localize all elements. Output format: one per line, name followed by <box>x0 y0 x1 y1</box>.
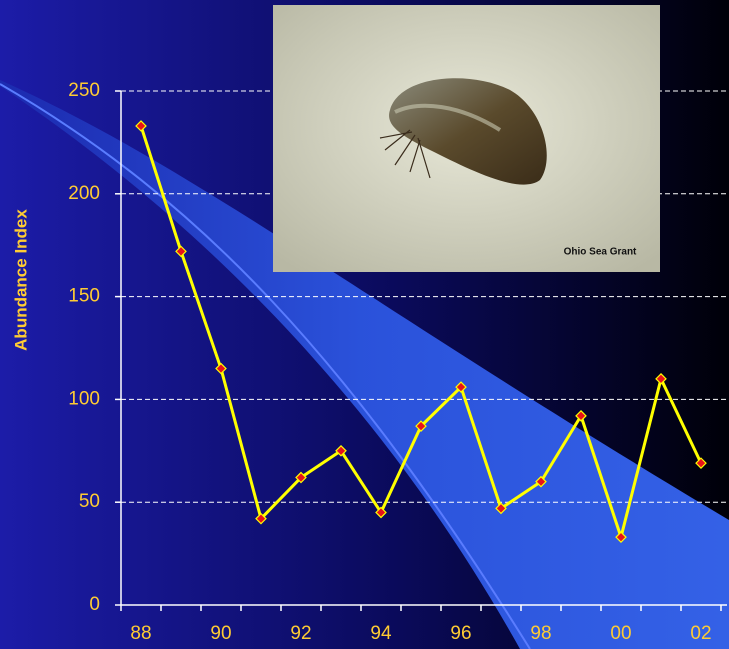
y-axis-title: Abundance Index <box>11 209 30 351</box>
data-point <box>455 381 467 393</box>
x-tick-label: 88 <box>130 623 151 644</box>
y-tick-label: 0 <box>89 594 100 615</box>
data-point <box>135 120 147 132</box>
data-point <box>255 512 267 525</box>
y-tick-label: 150 <box>68 286 100 307</box>
x-tick-label: 92 <box>290 623 311 644</box>
x-tick-label: 94 <box>370 623 392 644</box>
photo: Ohio Sea Grant <box>273 5 660 272</box>
byssus <box>379 129 431 179</box>
y-tick-label: 250 <box>68 80 100 101</box>
y-tick-label: 200 <box>68 183 100 204</box>
mussel-highlight <box>394 103 502 132</box>
data-point <box>695 457 707 469</box>
data-point <box>175 245 187 258</box>
data-point <box>375 506 387 519</box>
x-tick-label: 00 <box>610 623 631 644</box>
swoosh-edge <box>0 83 531 649</box>
x-tick-label: 02 <box>690 623 711 644</box>
x-tick-label: 90 <box>210 623 231 644</box>
x-tick-label: 96 <box>450 623 471 644</box>
data-point <box>295 471 307 484</box>
data-point <box>415 420 427 432</box>
data-point <box>655 372 667 385</box>
y-tick-label: 50 <box>79 491 100 512</box>
data-point <box>615 531 627 544</box>
data-point <box>495 502 507 515</box>
data-point <box>215 362 227 375</box>
data-point <box>535 475 547 488</box>
photo-credit: Ohio Sea Grant <box>564 247 637 258</box>
data-point <box>575 409 587 422</box>
y-tick-label: 100 <box>68 388 100 409</box>
x-tick-label: 98 <box>530 623 551 644</box>
data-point <box>335 444 347 457</box>
swoosh <box>0 80 729 649</box>
